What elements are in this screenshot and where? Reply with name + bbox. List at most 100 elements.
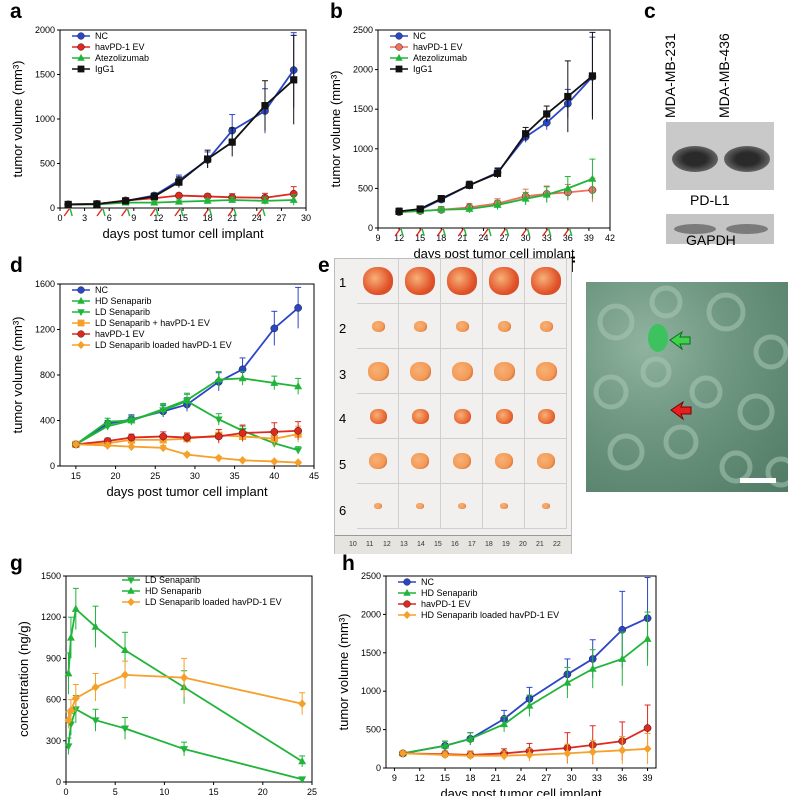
data-point: [71, 604, 80, 612]
data-point: [563, 184, 572, 192]
x-tick-label: 3: [82, 213, 87, 223]
y-tick-label: 2000: [353, 65, 373, 75]
blot-column-label-2: MDA-MB-436: [716, 33, 732, 118]
data-point: [395, 207, 403, 215]
legend-label: HD Senaparib: [421, 588, 478, 598]
ruler-number: 16: [451, 541, 459, 548]
data-point: [64, 669, 73, 677]
ruler-number: 14: [417, 541, 425, 548]
y-tick-label: 2500: [361, 571, 381, 581]
data-point: [261, 196, 269, 204]
scale-bar: [740, 478, 776, 483]
tumor-cell: [357, 259, 399, 304]
legend-label: Atezolizumab: [95, 53, 149, 63]
tumor-specimen: [542, 503, 550, 509]
legend-marker: [395, 65, 403, 73]
x-tick-label: 18: [436, 233, 446, 243]
red-dose-arrow: [394, 228, 401, 237]
series-ld-senaparib-loaded-havpd-1-ev: [71, 440, 303, 467]
legend-label: LD Senaparib: [145, 575, 200, 585]
red-dose-arrow: [521, 228, 528, 237]
x-tick-label: 20: [111, 471, 121, 481]
row-label-4: 4: [339, 411, 347, 426]
x-tick-label: 27: [541, 773, 551, 783]
ruler-number: 21: [536, 541, 544, 548]
ruler-number: 18: [485, 541, 493, 548]
x-tick-label: 42: [605, 233, 615, 243]
row-label-6: 6: [339, 503, 347, 518]
x-tick-label: 30: [567, 773, 577, 783]
green-dose-arrow: [126, 208, 131, 217]
tumor-cell: [441, 394, 483, 439]
x-tick-label: 39: [643, 773, 653, 783]
data-point: [64, 743, 73, 751]
data-point: [91, 622, 100, 630]
green-dose-arrow: [102, 208, 106, 217]
red-dose-arrow: [482, 228, 489, 237]
y-tick-label: 0: [376, 763, 381, 773]
data-point: [441, 741, 450, 749]
green-dose-arrow: [262, 208, 266, 217]
red-arrow-icon: [670, 400, 692, 421]
tumor-cell: [525, 304, 567, 349]
x-tick-label: 24: [252, 213, 262, 223]
x-tick-label: 30: [301, 213, 311, 223]
tumor-specimen: [363, 267, 393, 295]
y-tick-label: 400: [40, 416, 55, 426]
tumor-cell: [399, 349, 441, 394]
ruler-number: 22: [553, 541, 561, 548]
x-tick-label: 24: [478, 233, 488, 243]
legend-marker: [77, 340, 85, 350]
y-tick-label: 500: [358, 183, 373, 193]
data-point: [228, 138, 236, 146]
data-point: [542, 190, 551, 198]
tumor-specimen: [453, 408, 471, 424]
data-point: [398, 749, 407, 758]
y-tick-label: 0: [368, 223, 373, 233]
tumor-specimen: [500, 503, 508, 509]
legend-marker: [77, 43, 85, 51]
x-axis-title: days post tumor cell implant: [440, 786, 602, 796]
tumor-cell: [525, 484, 567, 529]
legend-label: NC: [421, 577, 434, 587]
x-tick-label: 33: [542, 233, 552, 243]
legend-marker: [77, 53, 85, 61]
x-tick-label: 30: [521, 233, 531, 243]
ruler-number: 13: [400, 541, 408, 548]
data-point: [525, 701, 534, 709]
x-tick-label: 35: [230, 471, 240, 481]
y-tick-label: 1500: [41, 571, 61, 581]
data-point: [103, 441, 112, 450]
data-point: [588, 664, 597, 672]
x-tick-label: 15: [415, 233, 425, 243]
x-tick-label: 24: [516, 773, 526, 783]
x-tick-label: 9: [375, 233, 380, 243]
tumor-cell: [357, 394, 399, 439]
x-tick-label: 20: [258, 787, 268, 796]
tumor-specimen: [367, 361, 389, 381]
panel-letter-a: a: [10, 0, 22, 23]
green-dose-arrow: [180, 208, 184, 217]
data-point: [564, 92, 572, 101]
data-point: [214, 432, 223, 441]
y-tick-label: 1000: [353, 144, 373, 154]
x-tick-label: 15: [71, 471, 81, 481]
tumor-cell: [441, 259, 483, 304]
x-axis-title: days post tumor cell implant: [102, 226, 264, 241]
data-point: [203, 196, 212, 204]
y-tick-label: 1200: [35, 325, 55, 335]
blot-column-label-1: MDA-MB-231: [662, 33, 678, 118]
y-axis-title: tumor volume (mm³): [10, 316, 25, 433]
green-dose-arrow: [526, 228, 531, 237]
red-dose-arrow: [256, 208, 263, 217]
legend-marker: [127, 586, 135, 594]
data-point: [437, 205, 446, 213]
tumor-specimen: [447, 267, 477, 295]
tumor-specimen: [489, 267, 519, 295]
x-tick-label: 6: [107, 213, 112, 223]
legend-label: LD Senaparib loaded havPD-1 EV: [95, 340, 232, 350]
series-line: [67, 673, 303, 721]
row-label-1: 1: [339, 275, 347, 290]
green-dose-arrow: [208, 208, 213, 217]
